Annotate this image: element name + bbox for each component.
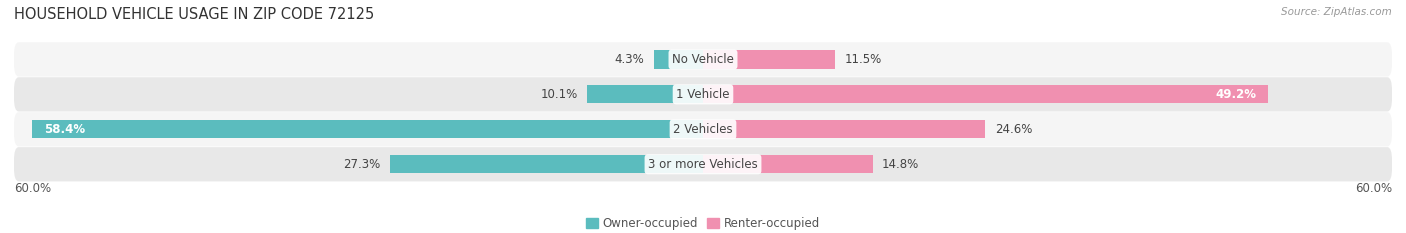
Text: 1 Vehicle: 1 Vehicle	[676, 88, 730, 101]
Text: 11.5%: 11.5%	[844, 53, 882, 66]
Text: HOUSEHOLD VEHICLE USAGE IN ZIP CODE 72125: HOUSEHOLD VEHICLE USAGE IN ZIP CODE 7212…	[14, 7, 374, 22]
FancyBboxPatch shape	[14, 147, 1392, 182]
Bar	[654, 50, 703, 69]
Text: 60.0%: 60.0%	[1355, 182, 1392, 195]
Bar	[588, 85, 703, 103]
FancyBboxPatch shape	[14, 77, 1392, 112]
FancyBboxPatch shape	[14, 42, 1392, 76]
Bar	[703, 155, 873, 173]
Text: Source: ZipAtlas.com: Source: ZipAtlas.com	[1281, 7, 1392, 17]
Bar	[703, 50, 835, 69]
Text: No Vehicle: No Vehicle	[672, 53, 734, 66]
Text: 2 Vehicles: 2 Vehicles	[673, 123, 733, 136]
Legend: Owner-occupied, Renter-occupied: Owner-occupied, Renter-occupied	[581, 212, 825, 233]
Bar	[389, 155, 703, 173]
Text: 27.3%: 27.3%	[343, 158, 381, 171]
Text: 10.1%: 10.1%	[540, 88, 578, 101]
Bar	[703, 120, 986, 138]
Text: 14.8%: 14.8%	[882, 158, 920, 171]
Text: 24.6%: 24.6%	[994, 123, 1032, 136]
Text: 58.4%: 58.4%	[44, 123, 84, 136]
Text: 4.3%: 4.3%	[614, 53, 644, 66]
Text: 60.0%: 60.0%	[14, 182, 51, 195]
Text: 49.2%: 49.2%	[1215, 88, 1257, 101]
Text: 3 or more Vehicles: 3 or more Vehicles	[648, 158, 758, 171]
FancyBboxPatch shape	[14, 112, 1392, 147]
Bar	[703, 85, 1268, 103]
Bar	[32, 120, 703, 138]
